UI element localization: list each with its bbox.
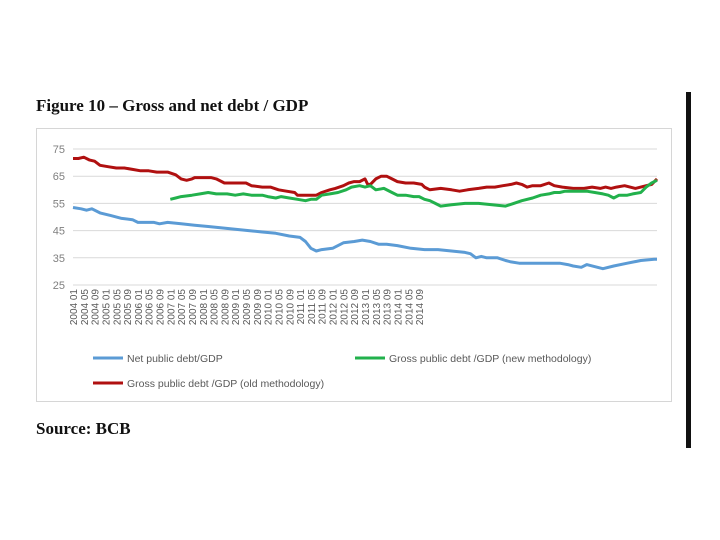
x-tick-label: 2008 01 [199, 289, 210, 326]
x-tick-label: 2010 05 [274, 289, 285, 326]
x-tick-label: 2014 05 [404, 289, 415, 326]
source-label: Source: BCB [36, 419, 131, 438]
x-tick-label: 2013 09 [383, 289, 394, 326]
x-tick-label: 2009 01 [231, 289, 242, 326]
x-tick-label: 2007 09 [188, 289, 199, 326]
x-tick-label: 2004 05 [80, 289, 91, 326]
x-tick-label: 2013 01 [361, 289, 372, 326]
y-tick-label: 35 [53, 253, 65, 265]
x-tick-label: 2006 09 [156, 289, 167, 326]
x-tick-label: 2008 09 [220, 289, 231, 326]
x-tick-label: 2014 01 [393, 289, 404, 326]
x-tick-label: 2004 01 [69, 289, 80, 326]
x-tick-label: 2005 05 [112, 289, 123, 326]
debt-line-chart: 75 65 55 45 35 25 2004 01 2004 05 2004 09 2005 01… [53, 144, 659, 390]
y-tick-label: 75 [53, 144, 65, 156]
series-line-2 [169, 178, 658, 208]
slide-side-bar [686, 92, 691, 448]
y-tick-label: 55 [53, 198, 65, 210]
y-tick-label: 45 [53, 226, 65, 238]
legend-label: Gross public debt /GDP (old methodology) [127, 378, 324, 390]
x-tick-label: 2008 05 [210, 289, 221, 326]
series-line-1 [72, 206, 657, 271]
x-tick-label: 2009 05 [242, 289, 253, 326]
x-tick-label: 2013 05 [372, 289, 383, 326]
figure-title: Figure 10 – Gross and net debt / GDP [36, 96, 309, 115]
series-line-3 [73, 155, 659, 197]
x-tick-label: 2014 09 [415, 289, 426, 326]
x-tick-label: 2004 09 [91, 289, 102, 326]
x-tick-label: 2010 01 [264, 289, 275, 326]
x-tick-label: 2012 05 [339, 289, 350, 326]
x-tick-label: 2011 05 [307, 289, 318, 325]
chart-frame: 75 65 55 45 35 25 2004 01 2004 05 2004 09 2005 01… [36, 128, 672, 402]
x-tick-label: 2011 09 [318, 289, 329, 325]
x-tick-label: 2007 01 [166, 289, 177, 326]
x-tick-label: 2006 01 [134, 289, 145, 326]
x-tick-label: 2011 01 [296, 289, 307, 325]
y-tick-label: 65 [53, 171, 65, 183]
x-tick-label: 2006 05 [145, 289, 156, 326]
legend-label: Net public debt/GDP [127, 353, 223, 365]
legend-label: Gross public debt /GDP (new methodology) [389, 353, 591, 365]
x-tick-label: 2005 09 [123, 289, 134, 326]
x-tick-label: 2012 09 [350, 289, 361, 326]
x-tick-label: 2009 09 [253, 289, 264, 326]
x-tick-label: 2012 01 [329, 289, 340, 326]
y-tick-label: 25 [53, 280, 65, 292]
x-tick-label: 2005 01 [101, 289, 112, 326]
x-tick-label: 2007 05 [177, 289, 188, 326]
x-tick-label: 2010 09 [285, 289, 296, 326]
